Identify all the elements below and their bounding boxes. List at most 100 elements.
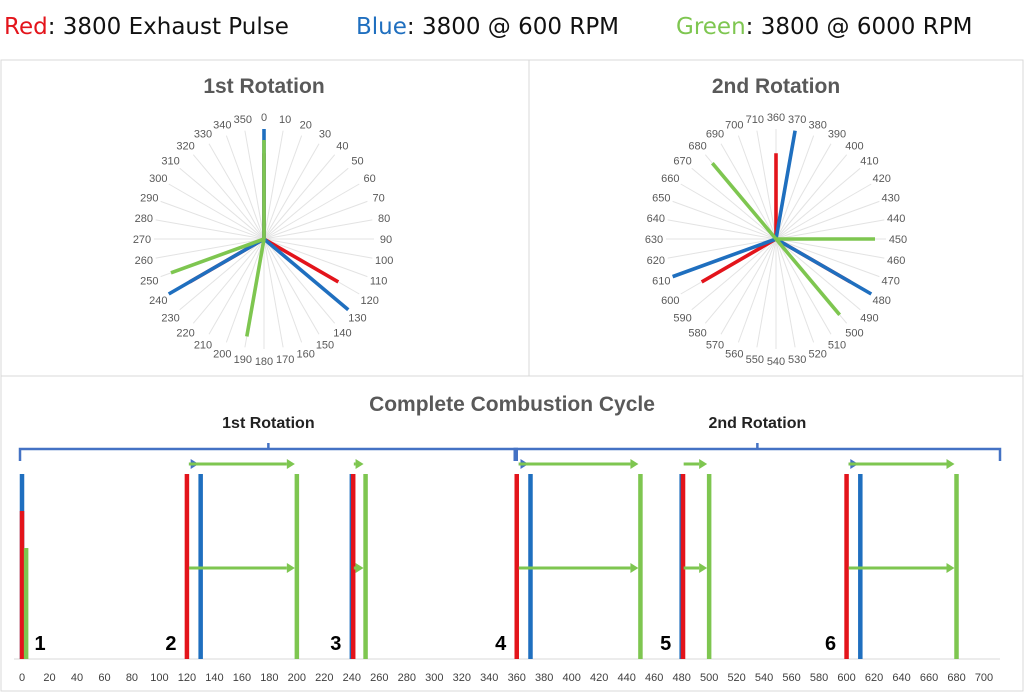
combustion-cycle-chart: 0 20 40 60 80 100 120 140 160 180 200 220 240 260 280 3… [14,415,1002,684]
x-tick-label: 320 [453,672,471,684]
radial-tick-label: 40 [336,141,348,153]
radial-tick-label: 400 [845,141,863,153]
radial-tick-label: 260 [135,255,153,267]
radial-tick-label: 380 [809,119,827,131]
radial-tick-label: 50 [351,156,363,168]
chart-title-2nd-rotation: 2nd Rotation [712,75,840,98]
cycle-arrow-head-green [355,459,364,469]
radial-tick-label: 230 [161,312,179,324]
radial-spoke [225,238,265,343]
radial-spoke [775,183,872,240]
radial-series-line-blue [262,237,350,312]
radial-spoke [775,154,848,240]
radial-tick-label: 520 [809,349,827,361]
legend: Red: 3800 Exhaust Pulse Blue: 3800 @ 600… [0,0,1024,56]
legend-item-green: Green: 3800 @ 6000 RPM [676,14,972,40]
radial-spoke [263,238,368,278]
x-tick-label: 580 [810,672,828,684]
radial-tick-label: 370 [788,114,806,126]
radial-tick-label: 190 [234,354,252,366]
radial-spoke [737,135,777,240]
radial-spoke [208,238,265,335]
radial-spoke [244,130,265,240]
radial-tick-label: 220 [176,327,194,339]
radial-series-line-blue [774,130,797,240]
radial-spoke [263,143,320,240]
x-tick-label: 340 [480,672,498,684]
radial-tick-label: 10 [279,114,291,126]
x-tick-label: 680 [947,672,965,684]
radial-series-line-blue [167,237,265,296]
radial-tick-label: 440 [887,213,905,225]
radial-tick-label: 580 [688,327,706,339]
radial-spoke [775,238,796,348]
chart-title-combustion-cycle: Complete Combustion Cycle [369,393,655,416]
chart-title-1st-rotation: 1st Rotation [203,75,324,98]
radial-tick-label: 80 [378,213,390,225]
radial-tick-label: 150 [316,340,334,352]
bracket-1 [18,447,518,461]
x-tick-label: 20 [43,672,55,684]
group-label: 2nd Rotation [708,415,806,432]
x-tick-label: 440 [618,672,636,684]
radial-spoke [691,167,777,240]
radial-tick-label: 300 [149,173,167,185]
legend-key-blue: Blue [356,14,407,40]
radial-tick-label: 210 [194,340,212,352]
radial-tick-label: 360 [767,112,785,124]
cycle-arrow-head-green [355,563,364,573]
radial-tick-label: 680 [688,141,706,153]
radial-spoke [263,238,284,348]
radial-tick-label: 270 [133,234,151,246]
radial-tick-label: 640 [647,213,665,225]
radial-tick-label: 480 [872,295,890,307]
radial-tick-label: 120 [360,295,378,307]
radial-spoke [192,154,265,240]
event-label: 1 [34,633,45,655]
radial-tick-label: 590 [673,312,691,324]
radial-tick-label: 570 [706,340,724,352]
radial-tick-label: 130 [348,312,366,324]
radial-tick-label: 550 [746,354,764,366]
chart-frames [0,59,1024,692]
legend-key-green: Green [676,14,746,40]
radial-tick-label: 620 [647,255,665,267]
radial-spoke [263,183,360,240]
radial-tick-label: 20 [300,119,312,131]
x-tick-label: 540 [755,672,773,684]
radial-tick-label: 450 [889,234,907,246]
radial-tick-label: 610 [652,276,670,288]
radial-tick-label: 90 [380,234,392,246]
radial-spoke [192,238,265,324]
radial-tick-label: 100 [375,255,393,267]
radial-spoke [225,135,265,240]
radial-spoke [680,183,777,240]
radial-spoke [263,238,303,343]
x-tick-label: 520 [727,672,745,684]
radial-spoke [168,183,265,240]
radial-series-line-green [245,238,266,337]
x-tick-label: 620 [865,672,883,684]
radial-tick-label: 60 [364,173,376,185]
legend-text-green: : 3800 @ 6000 RPM [745,14,973,40]
radial-spoke [208,143,265,240]
x-tick-label: 480 [672,672,690,684]
radial-tick-label: 410 [860,156,878,168]
radial-tick-label: 310 [161,156,179,168]
radial-tick-label: 390 [828,128,846,140]
radial-spoke [263,238,373,259]
radial-tick-label: 250 [140,276,158,288]
x-tick-label: 120 [178,672,196,684]
radial-tick-label: 470 [881,276,899,288]
radial-tick-label: 650 [652,192,670,204]
radial-tick-label: 510 [828,340,846,352]
radial-series-line-green [774,237,842,316]
cycle-arrow-head-green [699,459,708,469]
radial-spoke [263,238,320,335]
radial-spoke [720,143,777,240]
bracket-2 [513,447,1002,461]
radial-spoke [667,238,777,259]
radial-spoke [155,238,265,259]
